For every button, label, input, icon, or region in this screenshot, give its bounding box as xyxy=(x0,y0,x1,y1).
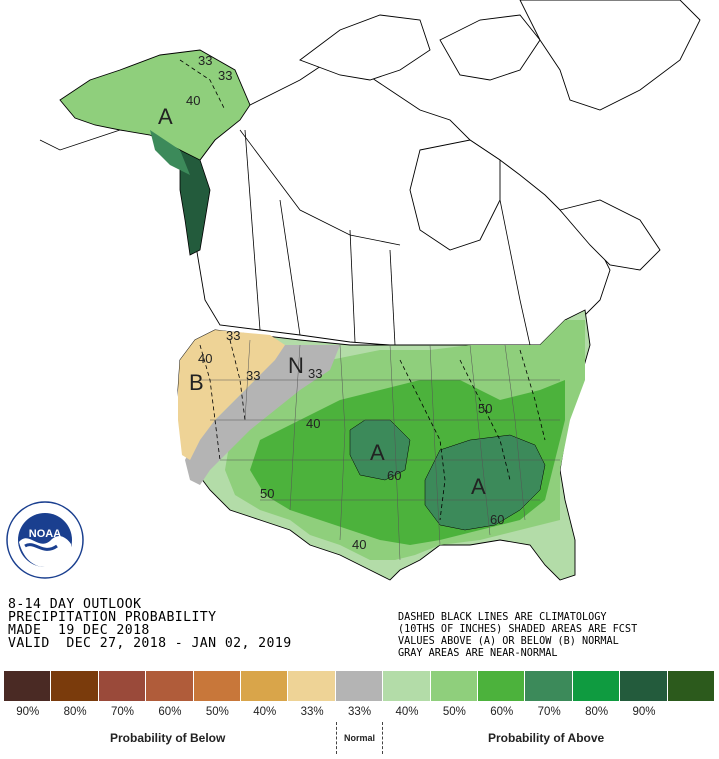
legend-tick-label: 80% xyxy=(63,706,87,718)
legend-tick-label: 80% xyxy=(585,706,609,718)
legend-color-bar xyxy=(4,671,716,701)
legend-swatch xyxy=(667,671,716,701)
contour-label: 40 xyxy=(306,416,320,431)
contour-label: 33 xyxy=(246,368,260,383)
title-line: PRECIPITATION PROBABILITY xyxy=(8,610,217,625)
contour-label: 40 xyxy=(352,537,366,552)
contour-label: 50 xyxy=(478,401,492,416)
legend-swatch xyxy=(478,671,526,701)
legend-tick-label: 70% xyxy=(537,706,561,718)
legend-tick-labels: 90% 80% 70% 60% 50% 40% 33% 33% 40% 50% 60% 70% 80% 9… xyxy=(4,706,715,718)
above-marker: A xyxy=(471,474,486,499)
contour-label: 33 xyxy=(226,328,240,343)
normal-divider-right xyxy=(382,722,383,754)
note-line: DASHED BLACK LINES ARE CLIMATOLOGY xyxy=(398,612,607,623)
title-line: 8-14 DAY OUTLOOK xyxy=(8,597,142,612)
valid-dates: VALID DEC 27, 2018 - JAN 02, 2019 xyxy=(8,636,292,651)
contour-label: 33 xyxy=(308,366,322,381)
note-line: VALUES ABOVE (A) OR BELOW (B) NORMAL xyxy=(398,636,619,647)
legend-tick-label: 33% xyxy=(348,706,372,718)
legend-swatch xyxy=(51,671,99,701)
legend-caption-normal: Normal xyxy=(344,733,376,743)
legend-tick-label: 60% xyxy=(158,706,182,718)
legend-swatch xyxy=(335,671,384,701)
legend-swatch xyxy=(430,671,479,701)
legend-tick-label: 90% xyxy=(16,706,40,718)
legend-swatch xyxy=(98,671,147,701)
normal-divider-left xyxy=(336,722,337,754)
legend-tick-label: 40% xyxy=(253,706,277,718)
contour-label: 33 xyxy=(198,53,212,68)
legend-swatch xyxy=(146,671,194,701)
legend-tick-label xyxy=(668,706,715,718)
legend-caption-above: Probability of Above xyxy=(488,731,605,745)
legend-swatch xyxy=(620,671,668,701)
precipitation-outlook-map: 33 33 40 A 33 40 B 33 N 33 40 50 40 A 60… xyxy=(39,0,701,581)
legend-swatch xyxy=(525,671,573,701)
note-line: GRAY AREAS ARE NEAR-NORMAL xyxy=(398,648,558,659)
legend-tick-label: 33% xyxy=(300,706,324,718)
legend-swatch xyxy=(383,671,431,701)
contour-label: 50 xyxy=(260,486,274,501)
above-marker: A xyxy=(158,104,173,129)
contour-label: 60 xyxy=(490,512,504,527)
alaska-region xyxy=(39,49,251,256)
below-marker: B xyxy=(189,370,204,395)
made-date: MADE 19 DEC 2018 xyxy=(8,623,150,638)
note-line: (10THS OF INCHES) SHADED AREAS ARE FCST xyxy=(398,624,638,635)
legend-swatch xyxy=(193,671,242,701)
legend-tick-label: 50% xyxy=(442,706,466,718)
noaa-logo-text: NOAA xyxy=(29,528,61,540)
legend-tick-label: 60% xyxy=(490,706,514,718)
legend-swatch xyxy=(241,671,289,701)
conus-region xyxy=(177,309,591,581)
notes-block: DASHED BLACK LINES ARE CLIMATOLOGY (10TH… xyxy=(398,612,637,660)
legend-swatch xyxy=(288,671,336,701)
contour-label: 40 xyxy=(198,351,212,366)
title-block: 8-14 DAY OUTLOOK PRECIPITATION PROBABILI… xyxy=(8,598,292,650)
contour-label: 33 xyxy=(218,68,232,83)
above-marker: A xyxy=(370,440,385,465)
normal-marker: N xyxy=(288,353,304,378)
legend-tick-label: 90% xyxy=(632,706,656,718)
noaa-logo: NOAA xyxy=(6,501,84,579)
legend-tick-label: 50% xyxy=(205,706,229,718)
legend-caption-below: Probability of Below xyxy=(110,731,226,745)
legend-tick-label: 70% xyxy=(111,706,135,718)
canada-province-lines xyxy=(239,129,531,346)
contour-label: 60 xyxy=(387,468,401,483)
contour-label: 40 xyxy=(186,93,200,108)
legend-tick-label: 40% xyxy=(395,706,419,718)
legend-swatch xyxy=(4,671,52,701)
legend-swatch xyxy=(572,671,621,701)
